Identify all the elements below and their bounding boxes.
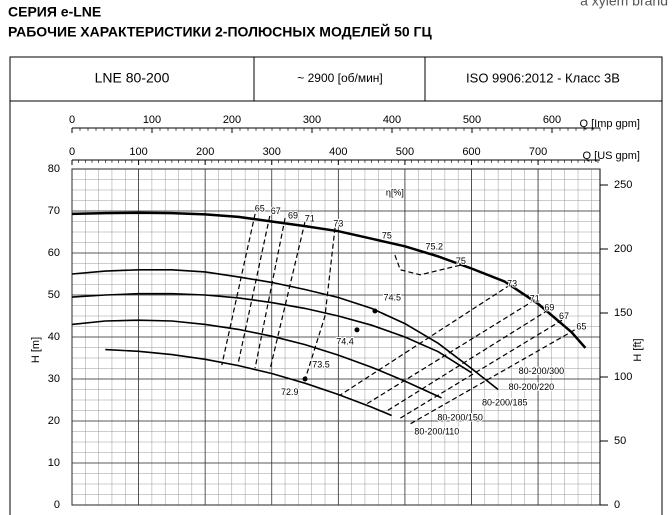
y-tick-label: 70 [48, 205, 60, 217]
x-tick-label: 200 [196, 146, 214, 158]
x2-tick-label: 100 [143, 114, 161, 126]
efficiency-line [221, 213, 256, 366]
pump-curve [71, 319, 442, 399]
x2-label: Q [Imp gpm] [579, 118, 640, 130]
annotation: 67 [559, 311, 569, 321]
annotation: 80-200/110 [414, 426, 459, 436]
pump-curve [71, 211, 587, 349]
annotation: 73 [333, 218, 343, 228]
x-tick-label: 700 [529, 146, 547, 158]
annotation: 72.9 [281, 387, 299, 397]
y-tick-label: 40 [48, 331, 60, 343]
annotation: 73 [507, 278, 517, 288]
efficiency-line [339, 284, 511, 396]
annotation: 80-200/185 [482, 397, 528, 407]
annotation: 71 [305, 213, 315, 223]
y-tick-label: 20 [48, 415, 60, 427]
pump-curve [105, 348, 392, 417]
y2-label: H [ft] [632, 338, 644, 361]
bep-point [372, 308, 378, 314]
chart-title: РАБОЧИЕ ХАРАКТЕРИСТИКИ 2-ПОЛЮСНЫХ МОДЕЛЕ… [8, 23, 432, 40]
y2-tick-label: 100 [614, 371, 632, 383]
efficiency-line [384, 309, 549, 413]
x2-tick-label: 600 [543, 114, 561, 126]
y-tick-label: 60 [48, 247, 60, 259]
annotation: 69 [288, 210, 298, 220]
efficiency-line [237, 215, 271, 366]
annotation: η[%] [386, 187, 404, 197]
annotation: 80-200/220 [509, 382, 555, 392]
y-tick-label: 50 [48, 289, 60, 301]
y-tick-label: 0 [54, 499, 60, 511]
annotation: 65 [576, 321, 586, 331]
y-tick-label: 80 [48, 163, 60, 175]
pump-curve [71, 269, 499, 391]
annotation: 80-200/150 [437, 412, 483, 422]
frame [9, 56, 663, 515]
x2-tick-label: 0 [69, 114, 75, 126]
efficiency-line [269, 221, 306, 371]
y2-tick-label: 0 [614, 499, 620, 511]
x2-tick-label: 300 [303, 114, 321, 126]
x2-tick-label: 400 [383, 114, 401, 126]
x2-tick-label: 200 [223, 114, 241, 126]
efficiency-line [254, 217, 286, 369]
annotation: 74.4 [336, 336, 354, 346]
bep-point [354, 327, 360, 333]
efficiency-line [304, 227, 336, 380]
standard: ISO 9906:2012 - Класс 3В [466, 70, 620, 85]
y-label: H [m] [30, 337, 42, 363]
annotation: 80-200/300 [519, 366, 565, 376]
efficiency-line [394, 254, 461, 276]
x-tick-label: 300 [263, 146, 281, 158]
annotation: 75.2 [425, 241, 443, 251]
y-tick-label: 30 [48, 373, 60, 385]
x-tick-label: 500 [396, 146, 414, 158]
y2-tick-label: 50 [614, 435, 626, 447]
y2-tick-label: 150 [614, 307, 632, 319]
x2-tick-label: 500 [463, 114, 481, 126]
annotation: 75 [456, 256, 466, 266]
x-tick-label: 0 [69, 146, 75, 158]
annotation: 65 [255, 203, 265, 213]
annotation: 75 [382, 231, 392, 241]
y2-tick-label: 200 [614, 243, 632, 255]
annotation: 71 [530, 294, 540, 304]
brand: a xylem brand [580, 0, 668, 9]
x-tick-label: 100 [129, 146, 147, 158]
series-title: СЕРИЯ e-LNE [8, 4, 101, 20]
pump-curve [71, 292, 472, 374]
x-tick-label: 400 [329, 146, 347, 158]
annotation: 73.5 [312, 360, 330, 370]
speed: ~ 2900 [об/мин] [297, 71, 383, 85]
annotation: 67 [271, 206, 281, 216]
x-label: Q [US gpm] [583, 150, 640, 162]
model: LNE 80-200 [95, 70, 170, 86]
y-tick-label: 10 [48, 457, 60, 469]
y2-tick-label: 250 [614, 179, 632, 191]
x-tick-label: 600 [462, 146, 480, 158]
efficiency-line [409, 329, 575, 425]
annotation: 69 [544, 302, 554, 312]
annotation: 74.5 [383, 292, 401, 302]
bep-point [302, 376, 308, 382]
